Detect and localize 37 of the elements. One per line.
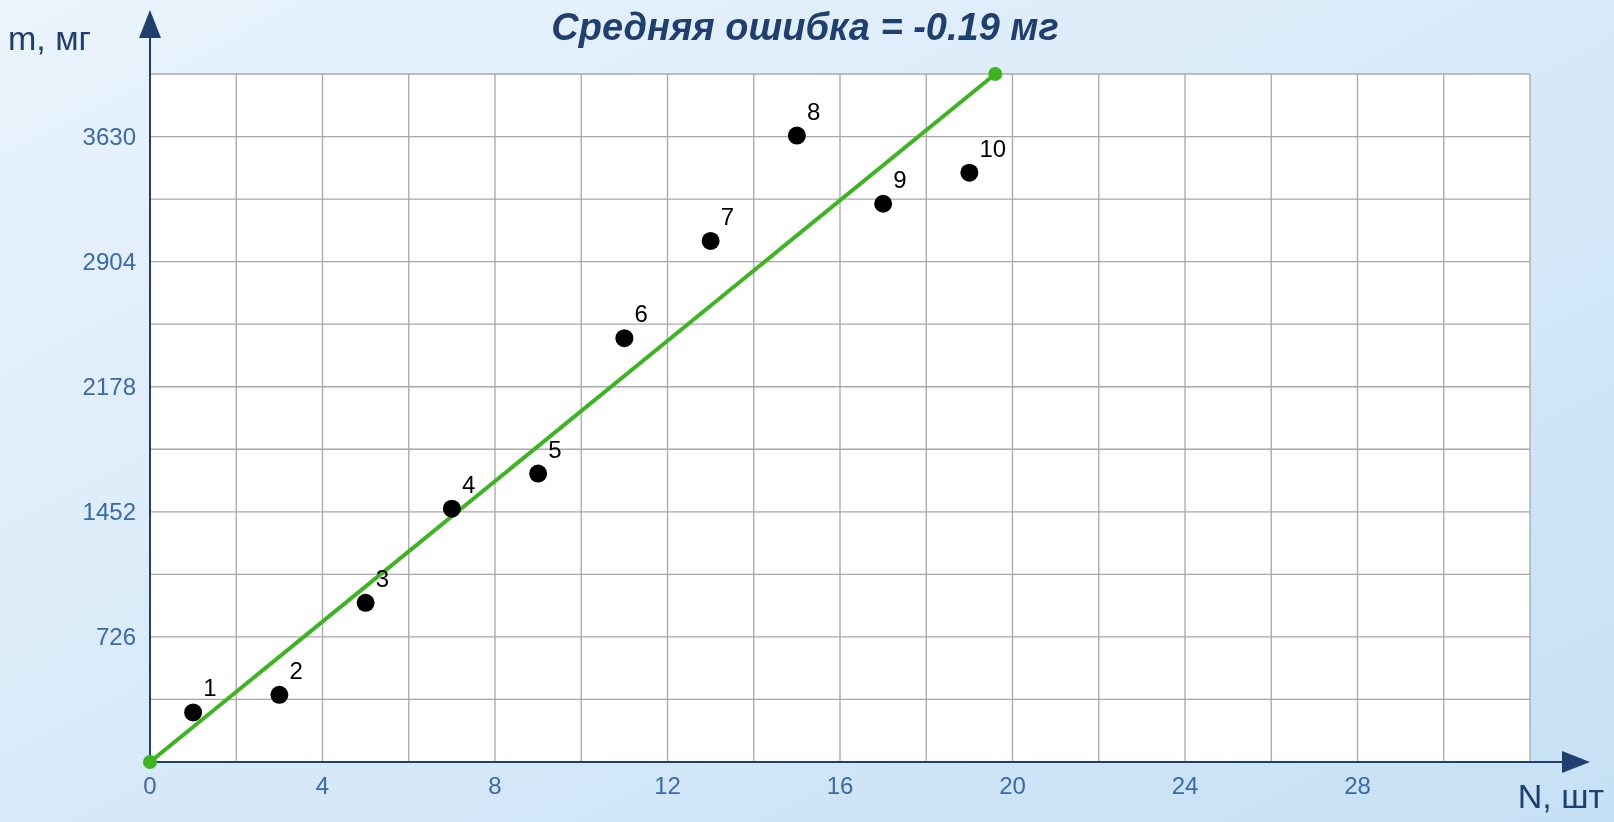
point — [143, 755, 157, 769]
annotation: 1 — [203, 674, 217, 702]
x-tick-label: 12 — [654, 772, 681, 799]
x-axis-title: N, шт — [1517, 777, 1604, 815]
x-tick-label: 24 — [1171, 772, 1199, 799]
x-tick-label: 0 — [143, 772, 157, 799]
y-tick-label: 3630 — [82, 122, 136, 150]
annotation: 10 — [979, 134, 1007, 162]
point — [960, 163, 979, 182]
annotation: 9 — [893, 165, 907, 193]
annotation: 8 — [806, 97, 821, 125]
point — [988, 67, 1003, 81]
point — [615, 329, 634, 348]
y-tick-label: 2904 — [82, 247, 136, 275]
x-tick-label: 4 — [315, 772, 330, 799]
point — [442, 499, 461, 518]
annotation: 6 — [634, 300, 648, 328]
annotation: 2 — [289, 656, 303, 684]
annotation: 7 — [720, 202, 734, 230]
y-tick-label: 1452 — [82, 497, 136, 525]
point — [529, 464, 548, 483]
point — [787, 126, 806, 145]
point — [701, 231, 720, 250]
point — [184, 703, 203, 722]
x-tick-label: 8 — [488, 772, 502, 799]
y-axis-title: m, мг — [8, 19, 91, 57]
x-tick-label: 16 — [826, 772, 854, 799]
point — [874, 194, 893, 213]
x-tick-label: 20 — [999, 772, 1026, 799]
chart-title: Средняя ошибка = -0.19 мг — [551, 6, 1059, 48]
annotation: 5 — [548, 435, 562, 463]
y-tick-label: 2178 — [82, 372, 136, 400]
point — [356, 593, 375, 612]
point — [270, 685, 289, 704]
y-tick-label: 726 — [95, 622, 136, 650]
x-tick-label: 28 — [1344, 772, 1371, 799]
annotation: 4 — [461, 470, 476, 498]
